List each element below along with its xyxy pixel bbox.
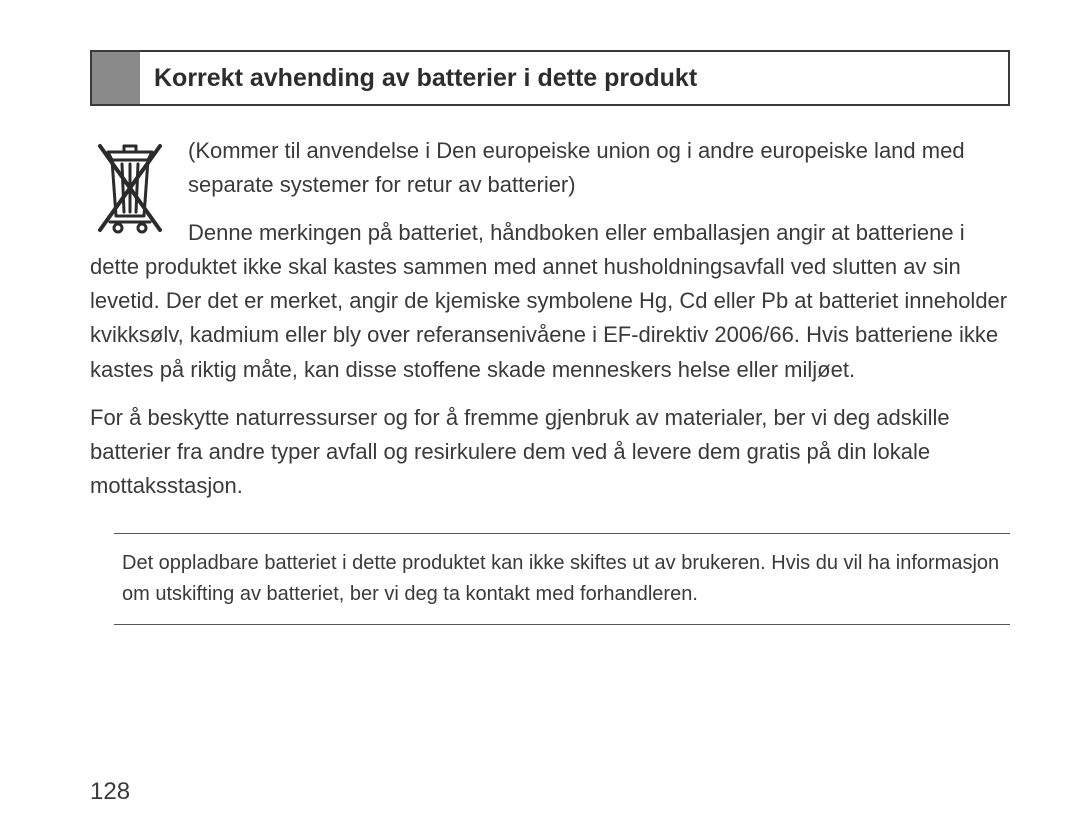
body-text-region: (Kommer til anvendelse i Den europeiske …	[90, 134, 1010, 625]
note-box: Det oppladbare batteriet i dette produkt…	[114, 533, 1010, 625]
paragraph-marking: Denne merkingen på batteriet, håndboken …	[90, 216, 1010, 386]
paragraph-recycle: For å beskytte naturressurser og for å f…	[90, 401, 1010, 503]
section-heading: Korrekt avhending av batterier i dette p…	[140, 52, 697, 104]
heading-accent-block	[92, 52, 140, 104]
manual-page: Korrekt avhending av batterier i dette p…	[0, 0, 1080, 840]
paragraph-applicability: (Kommer til anvendelse i Den europeiske …	[90, 134, 1010, 202]
page-number: 128	[90, 778, 130, 806]
lead-block: (Kommer til anvendelse i Den europeiske …	[90, 134, 1010, 401]
note-text: Det oppladbare batteriet i dette produkt…	[122, 552, 999, 605]
crossed-out-bin-icon	[90, 138, 170, 238]
section-heading-bar: Korrekt avhending av batterier i dette p…	[90, 50, 1010, 106]
